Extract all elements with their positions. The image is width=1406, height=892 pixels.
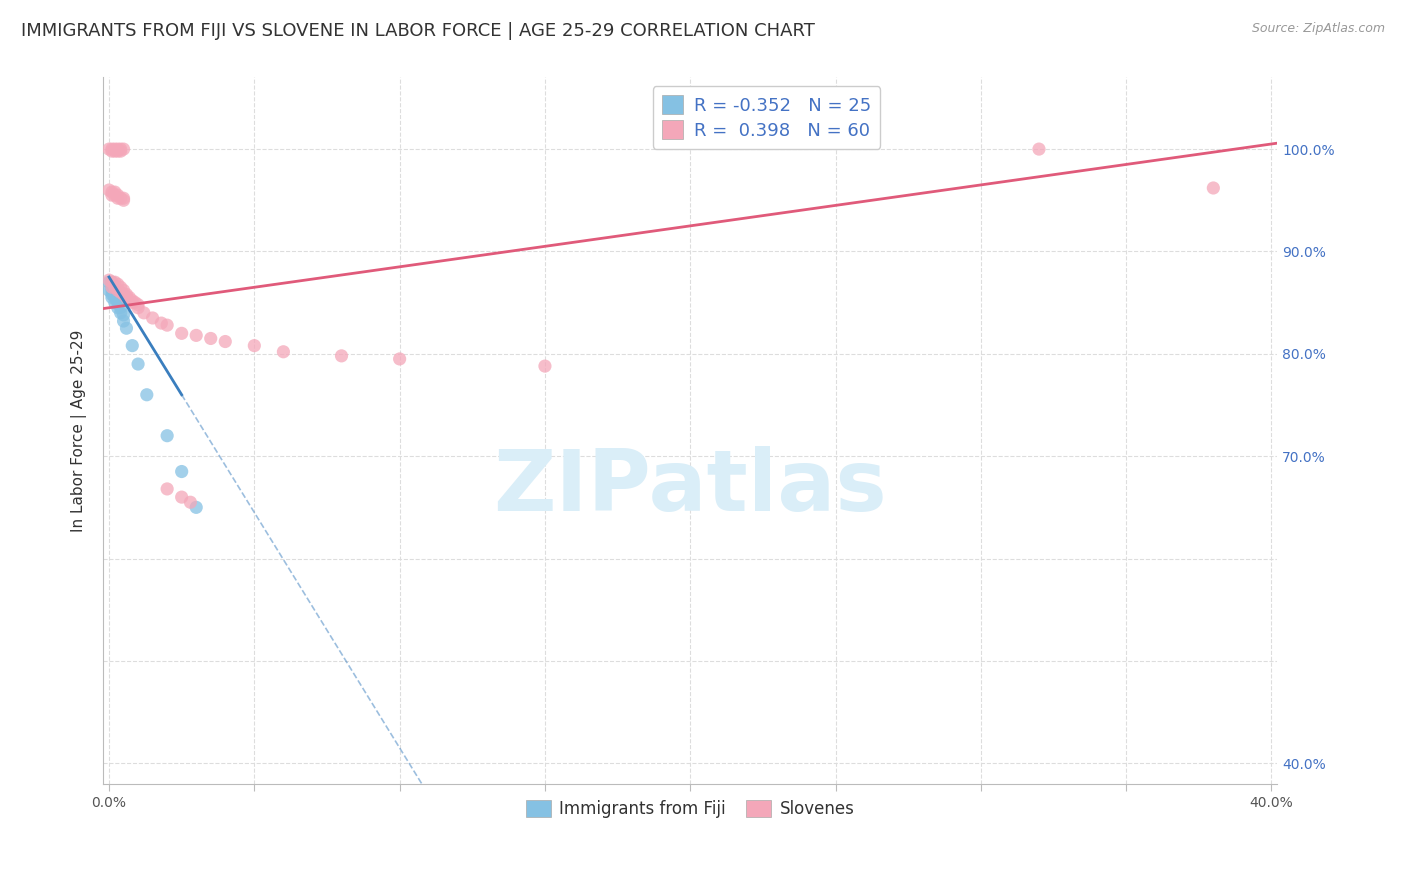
Point (150, 316, 173, 330)
Point (170, 326, 193, 341)
Point (112, 287, 135, 301)
Point (132, 306, 155, 320)
Point (104, 291, 127, 305)
Point (170, 490, 193, 504)
Point (104, 188, 127, 202)
Point (179, 495, 201, 509)
Point (110, 280, 132, 294)
Point (127, 298, 149, 312)
Point (273, 344, 295, 359)
Point (101, 275, 124, 289)
Point (112, 191, 135, 205)
Point (110, 301, 132, 315)
Point (101, 284, 124, 298)
Point (98, 183, 121, 197)
Point (107, 301, 129, 315)
Point (104, 275, 127, 289)
Point (101, 142, 124, 156)
Point (101, 275, 124, 289)
Point (388, 351, 411, 366)
Point (104, 295, 127, 310)
Point (186, 500, 208, 515)
Point (170, 465, 193, 479)
Point (115, 321, 138, 335)
Point (101, 144, 124, 158)
Point (104, 287, 127, 301)
Point (110, 306, 132, 320)
Point (107, 142, 129, 156)
Point (101, 280, 124, 294)
Point (112, 314, 135, 328)
Point (107, 291, 129, 305)
Text: IMMIGRANTS FROM FIJI VS SLOVENE IN LABOR FORCE | AGE 25-29 CORRELATION CHART: IMMIGRANTS FROM FIJI VS SLOVENE IN LABOR… (21, 22, 815, 40)
Point (98, 284, 121, 298)
Text: Source: ZipAtlas.com: Source: ZipAtlas.com (1251, 22, 1385, 36)
Point (110, 144, 132, 158)
Point (127, 357, 149, 371)
Point (104, 144, 127, 158)
Point (98, 275, 121, 289)
Point (104, 284, 127, 298)
Point (101, 185, 124, 199)
Point (115, 291, 138, 305)
Point (127, 301, 149, 315)
Point (104, 185, 127, 199)
Point (156, 482, 179, 496)
Point (107, 191, 129, 205)
Point (121, 293, 143, 308)
Point (115, 287, 138, 301)
Point (107, 277, 129, 292)
Point (112, 308, 135, 322)
Point (214, 334, 236, 349)
Point (1028, 142, 1050, 156)
Point (101, 291, 124, 305)
Point (110, 285, 132, 300)
Point (98, 273, 121, 287)
Point (107, 295, 129, 310)
Point (135, 388, 157, 402)
Point (107, 188, 129, 202)
Point (118, 291, 141, 305)
Y-axis label: In Labor Force | Age 25-29: In Labor Force | Age 25-29 (72, 329, 87, 532)
Point (112, 194, 135, 208)
Point (1202, 181, 1225, 195)
Point (104, 142, 127, 156)
Point (110, 142, 132, 156)
Point (98, 142, 121, 156)
Point (142, 310, 165, 325)
Point (156, 318, 179, 333)
Point (104, 280, 127, 294)
Point (534, 359, 557, 373)
Point (121, 295, 143, 310)
Point (107, 144, 129, 158)
Text: ZIPatlas: ZIPatlas (494, 446, 887, 529)
Point (121, 338, 143, 352)
Point (200, 331, 222, 345)
Point (112, 142, 135, 156)
Point (107, 284, 129, 298)
Point (101, 188, 124, 202)
Point (110, 191, 132, 205)
Point (243, 338, 266, 352)
Point (124, 295, 146, 310)
Point (101, 280, 124, 294)
Point (112, 284, 135, 298)
Point (186, 328, 208, 343)
Point (330, 349, 353, 363)
Point (101, 287, 124, 301)
Point (156, 428, 179, 442)
Legend: Immigrants from Fiji, Slovenes: Immigrants from Fiji, Slovenes (519, 793, 860, 825)
